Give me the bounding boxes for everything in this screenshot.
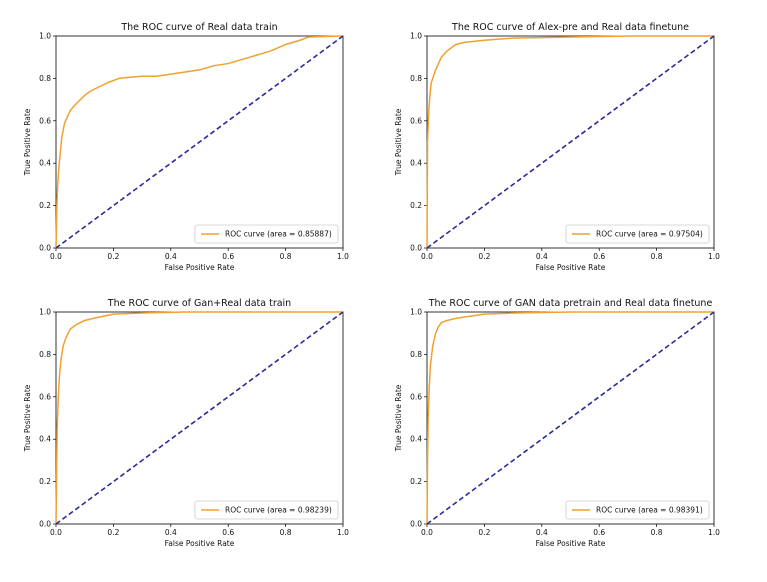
y-tick-label: 0.4 <box>39 159 51 168</box>
chart-title: The ROC curve of GAN data pretrain and R… <box>428 298 713 309</box>
plot-frame <box>55 35 344 249</box>
legend: ROC curve (area = 0.98391) <box>565 500 710 520</box>
x-tick-label: 0.2 <box>478 528 490 537</box>
y-tick-label: 0.2 <box>39 201 51 210</box>
x-tick-label: 0.2 <box>478 252 490 261</box>
roc-curve-line <box>55 35 344 249</box>
roc-curve-line <box>426 311 714 525</box>
y-axis-label: True Positive Rate <box>394 108 403 176</box>
y-tick-label: 0.8 <box>39 350 51 359</box>
legend: ROC curve (area = 0.98239) <box>194 500 339 520</box>
x-tick-label: 0.4 <box>165 252 177 261</box>
x-tick-label: 0.6 <box>222 252 234 261</box>
chart-panel-2: The ROC curve of Alex-pre and Real data … <box>394 22 720 272</box>
chance-diagonal-line <box>426 311 715 525</box>
chart-title: The ROC curve of Alex-pre and Real data … <box>451 22 689 33</box>
x-tick-label: 0.8 <box>280 252 292 261</box>
legend: ROC curve (area = 0.85887) <box>194 224 339 244</box>
y-axis-label: True Positive Rate <box>23 108 32 176</box>
x-tick-label: 0.8 <box>651 252 663 261</box>
y-tick-label: 0.6 <box>39 116 51 125</box>
x-tick-label: 0.0 <box>421 528 433 537</box>
x-tick-label: 0.0 <box>50 528 62 537</box>
x-tick-label: 0.2 <box>107 252 119 261</box>
y-tick-label: 0.0 <box>410 244 422 253</box>
x-tick-label: 0.6 <box>593 528 605 537</box>
chart-panel-4: The ROC curve of GAN data pretrain and R… <box>394 298 720 548</box>
y-tick-label: 1.0 <box>39 308 51 317</box>
x-tick-label: 1.0 <box>708 528 720 537</box>
chance-diagonal-line <box>55 35 344 249</box>
x-tick-label: 0.8 <box>651 528 663 537</box>
y-tick-label: 0.6 <box>410 392 422 401</box>
legend-box <box>194 224 339 244</box>
x-axis-label: False Positive Rate <box>165 263 235 272</box>
x-tick-label: 0.0 <box>50 252 62 261</box>
y-tick-label: 1.0 <box>39 32 51 41</box>
y-tick-label: 0.6 <box>39 392 51 401</box>
legend-label: ROC curve (area = 0.98239) <box>225 506 332 515</box>
y-tick-label: 0.2 <box>39 477 51 486</box>
legend: ROC curve (area = 0.97504) <box>565 224 710 244</box>
x-tick-label: 0.8 <box>280 528 292 537</box>
chart-title: The ROC curve of Gan+Real data train <box>107 298 291 309</box>
x-tick-label: 1.0 <box>337 528 349 537</box>
legend-box <box>565 500 710 520</box>
legend-box <box>194 500 339 520</box>
x-tick-label: 0.4 <box>536 528 548 537</box>
legend-label: ROC curve (area = 0.98391) <box>596 506 703 515</box>
y-tick-label: 0.0 <box>39 244 51 253</box>
y-tick-label: 0.4 <box>39 435 51 444</box>
x-tick-label: 0.2 <box>107 528 119 537</box>
y-axis-label: True Positive Rate <box>394 384 403 452</box>
y-tick-label: 0.4 <box>410 159 422 168</box>
legend-label: ROC curve (area = 0.97504) <box>596 230 703 239</box>
legend-label: ROC curve (area = 0.85887) <box>225 230 332 239</box>
x-tick-label: 0.6 <box>593 252 605 261</box>
x-tick-label: 0.4 <box>536 252 548 261</box>
y-axis-label: True Positive Rate <box>23 384 32 452</box>
y-tick-label: 0.2 <box>410 201 422 210</box>
y-tick-label: 0.0 <box>39 520 51 529</box>
y-tick-label: 1.0 <box>410 32 422 41</box>
x-axis-label: False Positive Rate <box>536 263 606 272</box>
y-tick-label: 0.0 <box>410 520 422 529</box>
chance-diagonal-line <box>55 311 344 525</box>
x-tick-label: 1.0 <box>708 252 720 261</box>
chart-title: The ROC curve of Real data train <box>120 22 277 33</box>
legend-box <box>565 224 710 244</box>
x-tick-label: 0.4 <box>165 528 177 537</box>
x-axis-label: False Positive Rate <box>165 539 235 548</box>
y-tick-label: 0.2 <box>410 477 422 486</box>
y-tick-label: 0.4 <box>410 435 422 444</box>
x-tick-label: 0.0 <box>421 252 433 261</box>
y-tick-label: 0.8 <box>39 74 51 83</box>
x-tick-label: 0.6 <box>222 528 234 537</box>
x-axis-label: False Positive Rate <box>536 539 606 548</box>
chance-diagonal-line <box>426 35 715 249</box>
y-tick-label: 0.8 <box>410 74 422 83</box>
x-tick-label: 1.0 <box>337 252 349 261</box>
y-tick-label: 0.8 <box>410 350 422 359</box>
roc-curve-line <box>426 35 714 249</box>
y-tick-label: 0.6 <box>410 116 422 125</box>
y-tick-label: 1.0 <box>410 308 422 317</box>
roc-curve-line <box>55 311 343 525</box>
chart-panel-1: The ROC curve of Real data train 0.0 0.2 0.… <box>23 22 349 272</box>
